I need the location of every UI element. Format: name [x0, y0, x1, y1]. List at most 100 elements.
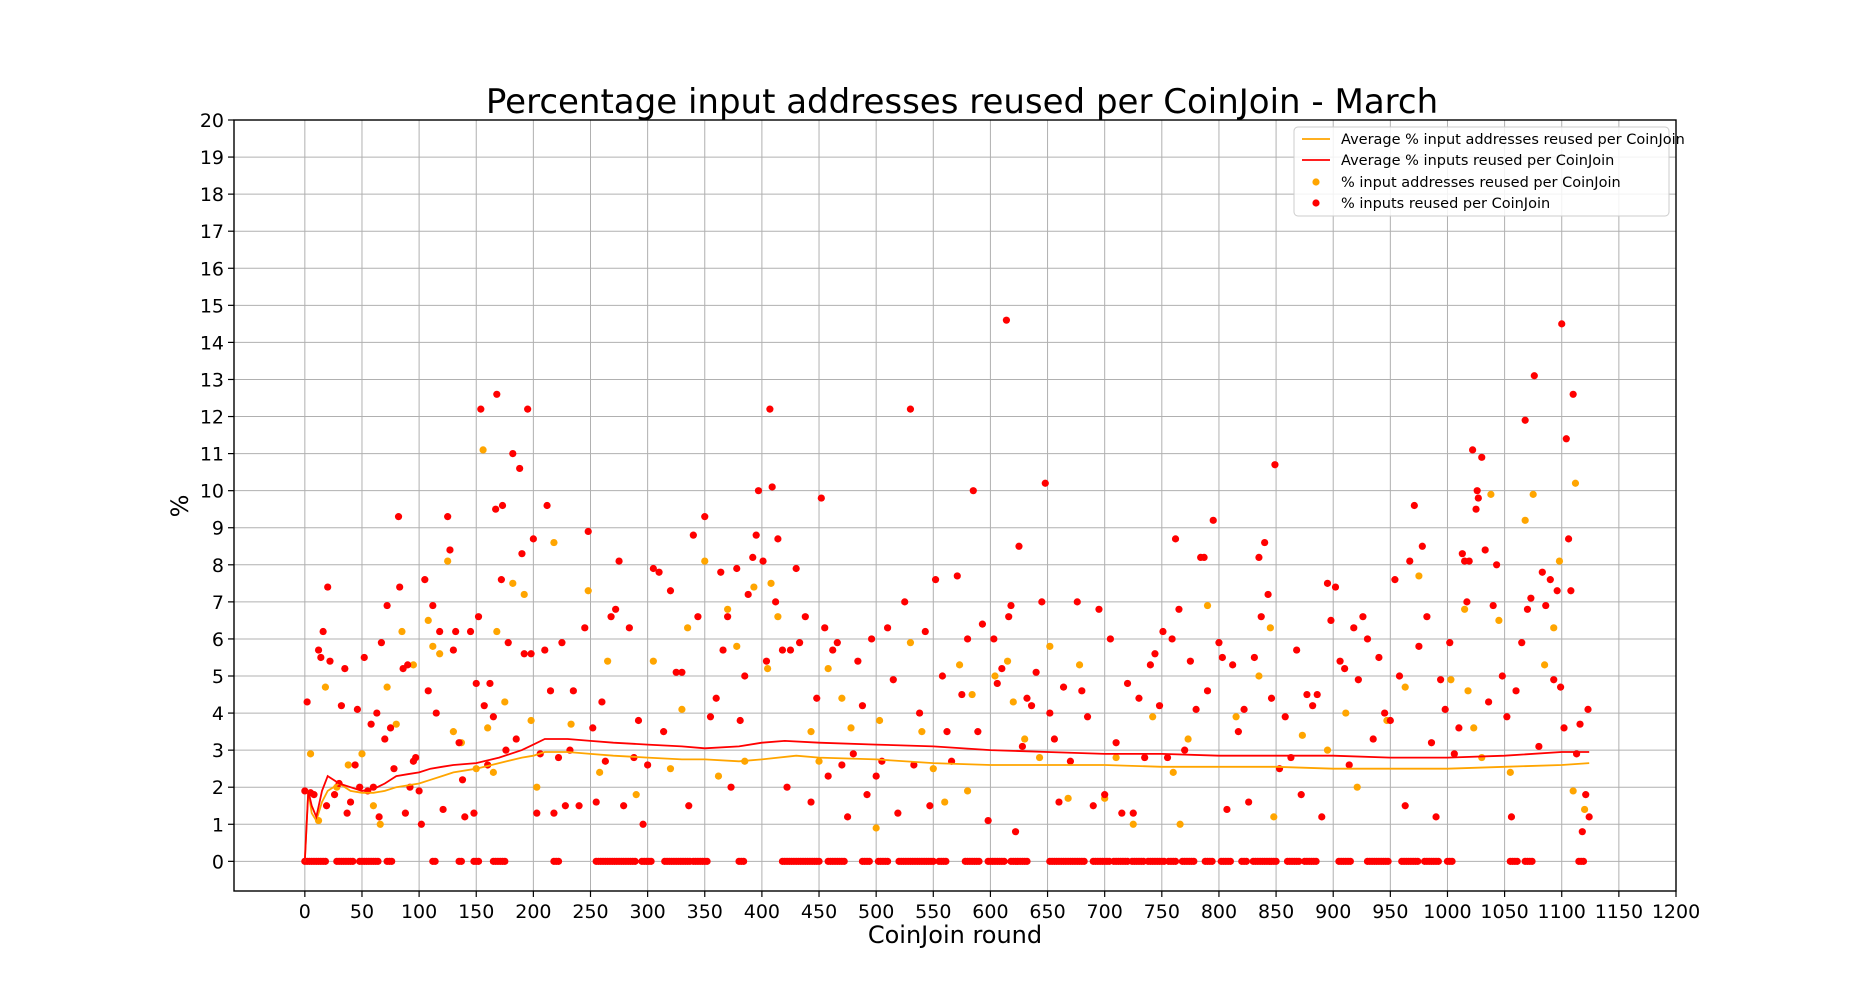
data-point	[1569, 787, 1577, 795]
data-point	[1149, 713, 1157, 721]
data-point	[1481, 546, 1489, 554]
data-point	[993, 679, 1001, 688]
data-point	[1569, 390, 1577, 398]
data-point	[1055, 798, 1063, 806]
data-point	[1264, 590, 1272, 599]
data-point	[1064, 794, 1072, 802]
data-point	[409, 661, 417, 669]
data-point	[685, 802, 693, 810]
y-tick-label: 17	[200, 221, 224, 243]
data-point	[872, 772, 880, 780]
legend-label-avg-inputs: Average % inputs reused per CoinJoin	[1341, 153, 1614, 169]
data-point	[689, 531, 697, 539]
data-point	[306, 750, 315, 758]
data-point	[1266, 624, 1274, 632]
data-point	[444, 513, 452, 521]
data-point	[1176, 820, 1184, 828]
data-point	[824, 772, 832, 780]
zero-data-point	[1414, 857, 1422, 865]
data-point	[1473, 487, 1481, 495]
data-point	[1437, 676, 1445, 684]
data-point	[1578, 828, 1586, 836]
data-point	[310, 791, 318, 799]
data-point	[938, 672, 947, 680]
data-point	[301, 787, 309, 795]
x-tick-label: 400	[744, 901, 780, 923]
zero-data-point	[740, 857, 748, 865]
data-point	[1446, 639, 1454, 647]
x-axis-label: CoinJoin round	[868, 921, 1042, 949]
data-point	[1580, 805, 1589, 814]
data-point	[1027, 702, 1036, 710]
data-point	[1498, 672, 1506, 680]
data-point	[1345, 761, 1353, 769]
data-point	[529, 535, 537, 543]
zero-data-point	[474, 857, 483, 865]
x-tick-label: 800	[1201, 901, 1237, 923]
data-point	[390, 765, 398, 773]
data-point	[1571, 479, 1580, 487]
data-point	[1418, 542, 1426, 550]
data-point	[833, 639, 841, 647]
data-point	[1415, 572, 1423, 580]
data-point	[567, 720, 575, 728]
data-point	[1298, 731, 1306, 739]
data-point	[843, 813, 852, 821]
data-point	[978, 620, 987, 628]
y-tick-label: 19	[200, 147, 224, 169]
zero-data-point	[1384, 857, 1392, 865]
data-point	[353, 705, 362, 713]
data-point	[1075, 661, 1084, 669]
data-point	[550, 538, 558, 547]
data-point	[1556, 683, 1565, 691]
x-tick-label: 1150	[1595, 901, 1643, 923]
data-point	[741, 672, 749, 680]
data-point	[1186, 657, 1194, 665]
data-point	[346, 798, 355, 806]
data-point	[1007, 601, 1015, 610]
legend-swatch-addresses	[1312, 178, 1320, 186]
data-point	[1171, 535, 1180, 543]
data-point	[1507, 813, 1516, 821]
data-point	[533, 809, 541, 817]
zero-data-point	[349, 857, 357, 865]
data-point	[493, 390, 501, 398]
data-point	[815, 757, 823, 765]
data-point	[625, 624, 633, 632]
data-point	[906, 639, 915, 647]
data-point	[644, 761, 652, 769]
plot-data	[301, 316, 1593, 865]
data-point	[1450, 750, 1458, 758]
data-point	[592, 798, 600, 806]
data-point	[527, 716, 535, 725]
data-point	[1073, 598, 1081, 606]
data-point	[719, 646, 727, 654]
data-point	[415, 787, 423, 795]
x-tick-label: 1050	[1480, 901, 1528, 923]
data-point	[1255, 553, 1263, 561]
zero-data-point	[929, 857, 937, 865]
data-point	[666, 587, 675, 595]
data-point	[504, 639, 512, 647]
data-point	[501, 698, 509, 706]
data-point	[344, 761, 352, 769]
data-point	[1576, 720, 1584, 728]
x-tick-label: 700	[1087, 901, 1123, 923]
x-tick-label: 900	[1315, 901, 1351, 923]
data-point	[1550, 676, 1558, 684]
data-point	[589, 724, 597, 732]
data-point	[817, 494, 825, 502]
y-tick-label: 9	[212, 518, 224, 540]
data-point	[351, 761, 359, 769]
zero-data-point	[1023, 857, 1031, 865]
data-point	[849, 750, 857, 758]
data-point	[1112, 739, 1120, 747]
zero-data-point	[942, 857, 950, 865]
y-tick-label: 0	[212, 851, 224, 873]
data-point	[1538, 568, 1546, 576]
zero-data-point	[840, 857, 848, 865]
data-point	[554, 753, 563, 762]
data-point	[1423, 613, 1431, 621]
zero-data-point	[1312, 857, 1320, 865]
data-point	[458, 776, 467, 784]
